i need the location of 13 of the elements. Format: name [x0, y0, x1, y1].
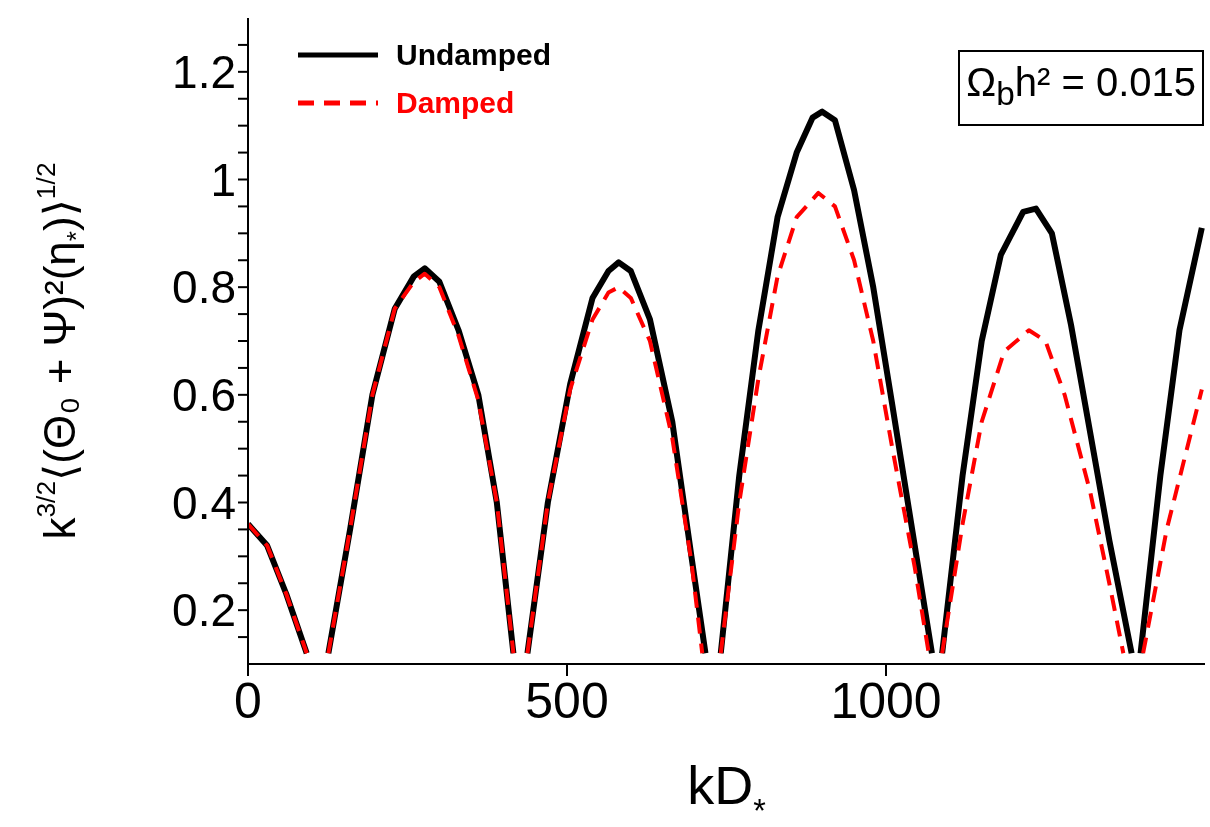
- y-tick-label: 0.8: [172, 261, 236, 314]
- y-tick-label: 0.4: [172, 476, 236, 529]
- y-tick-label: 1: [210, 153, 236, 206]
- x-tick-label: 500: [525, 672, 609, 729]
- x-axis-title: kD$_{*}$: [687, 755, 767, 827]
- x-tick-label: 0: [234, 672, 262, 729]
- y-tick-label: 0.2: [172, 584, 236, 637]
- annotation: Ω$_{b}$h² = 0.015: [958, 50, 1204, 126]
- legend-label: Undamped: [396, 38, 552, 72]
- y-tick-label: 0.6: [172, 369, 236, 422]
- legend-label: Damped: [396, 86, 515, 120]
- x-tick-label: 1000: [830, 672, 942, 729]
- y-tick-label: 1.2: [172, 46, 236, 99]
